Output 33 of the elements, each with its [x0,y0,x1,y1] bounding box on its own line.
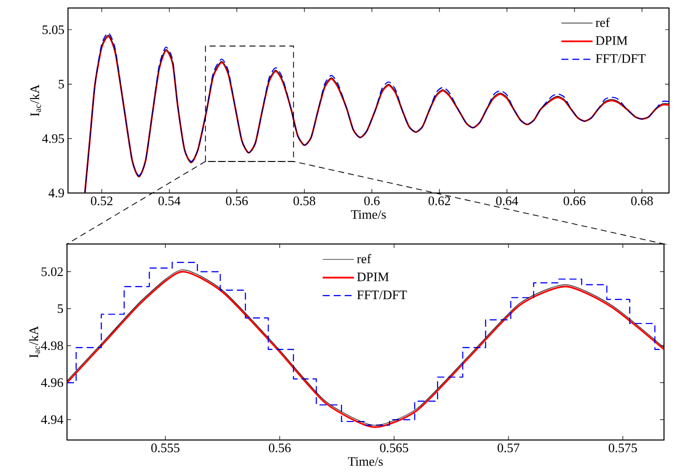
y-tick-label: 4.9 [48,188,64,198]
y-axis-title: I$_{ac}$/kA [29,326,40,358]
y-tick-label: 5.02 [42,267,63,276]
x-tick-label: 0.54 [158,196,180,206]
x-tick-label: 0.62 [428,196,450,206]
legend-label: DPIM [357,272,389,282]
x-tick-label: 0.575 [608,444,637,452]
y-axis-title: I$_{ac}$/kA [30,84,41,116]
legend-label: ref [357,254,372,264]
x-tick-label: 0.565 [380,444,408,452]
legend-label: DPIM [596,36,628,45]
y-tick-label: 4.94 [41,415,64,424]
x-tick-label: 0.56 [226,196,248,206]
y-tick-label: 4.95 [42,134,64,143]
x-tick-label: 0.66 [564,196,586,206]
x-tick-label: 0.6 [364,196,380,206]
legend-label: ref [596,18,610,27]
y-tick-label: 5 [58,304,63,314]
legend-label: FFT/DFT [596,54,646,63]
x-tick-label: 0.57 [498,444,520,452]
x-tick-label: 0.52 [90,196,112,206]
x-tick-label: 0.555 [151,444,180,452]
x-tick-label: 0.68 [631,196,653,206]
legend-label: FFT/DFT [357,290,407,300]
y-tick-label: 4.98 [41,341,63,350]
x-tick-label: 0.64 [496,196,518,206]
x-axis-title: Time/s [350,210,386,219]
y-tick-label: 5 [58,80,64,88]
y-tick-label: 4.96 [41,378,64,388]
x-tick-label: 0.58 [294,196,316,206]
x-tick-label: 0.56 [268,444,291,452]
y-tick-label: 5.05 [42,25,64,34]
x-axis-title: Time/s [348,457,383,466]
